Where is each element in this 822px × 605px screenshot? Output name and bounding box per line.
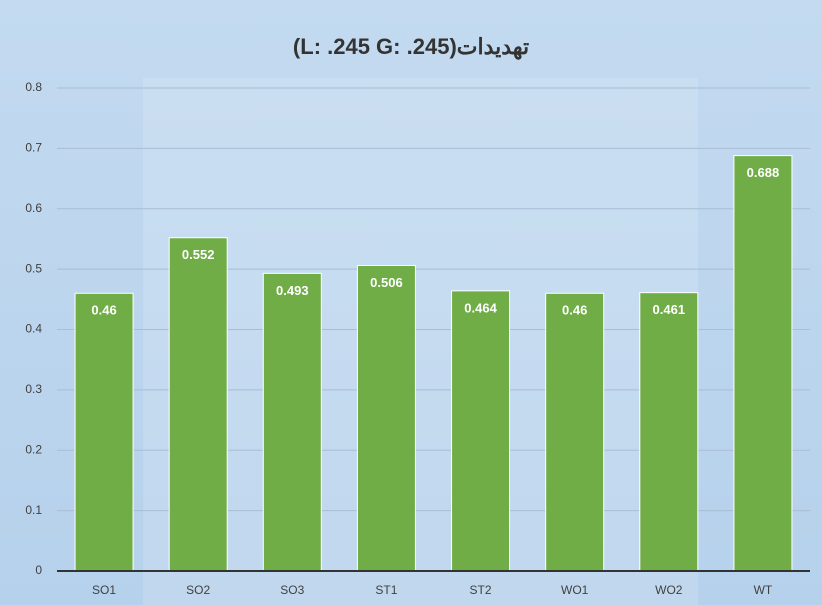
bar: [639, 292, 699, 572]
x-tick-label: WT: [754, 583, 773, 597]
y-tick-label: 0.7: [25, 141, 42, 155]
y-tick-label: 0.3: [25, 382, 42, 396]
bar: [74, 292, 134, 572]
y-tick-label: 0.1: [25, 503, 42, 517]
value-label: 0.464: [464, 300, 497, 315]
value-label: 0.46: [91, 303, 116, 318]
bar: [733, 155, 793, 572]
value-label: 0.506: [370, 275, 403, 290]
x-tick-label: SO1: [92, 583, 116, 597]
value-label: 0.46: [562, 303, 587, 318]
bar: [356, 265, 416, 572]
bar: [262, 272, 322, 572]
y-tick-label: 0.4: [25, 322, 42, 336]
value-label: 0.493: [276, 283, 309, 298]
value-label: 0.461: [653, 302, 686, 317]
x-tick-label: SO2: [186, 583, 210, 597]
y-tick-label: 0.5: [25, 261, 42, 275]
bar: [168, 237, 228, 572]
x-tick-label: SO3: [280, 583, 304, 597]
x-tick-label: WO1: [561, 583, 589, 597]
bar: [451, 290, 511, 572]
x-tick-label: WO2: [655, 583, 683, 597]
value-label: 0.552: [182, 247, 215, 262]
x-tick-label: ST1: [375, 583, 397, 597]
y-tick-label: 0.6: [25, 201, 42, 215]
y-tick-label: 0.2: [25, 442, 42, 456]
chart-title: تهدیدات(L: .245 G: .245): [293, 34, 529, 60]
bar: [545, 292, 605, 572]
x-tick-label: ST2: [470, 583, 492, 597]
y-tick-label: 0.8: [25, 80, 42, 94]
watermark: [143, 78, 698, 605]
value-label: 0.688: [747, 165, 780, 180]
y-tick-label: 0: [35, 563, 42, 577]
